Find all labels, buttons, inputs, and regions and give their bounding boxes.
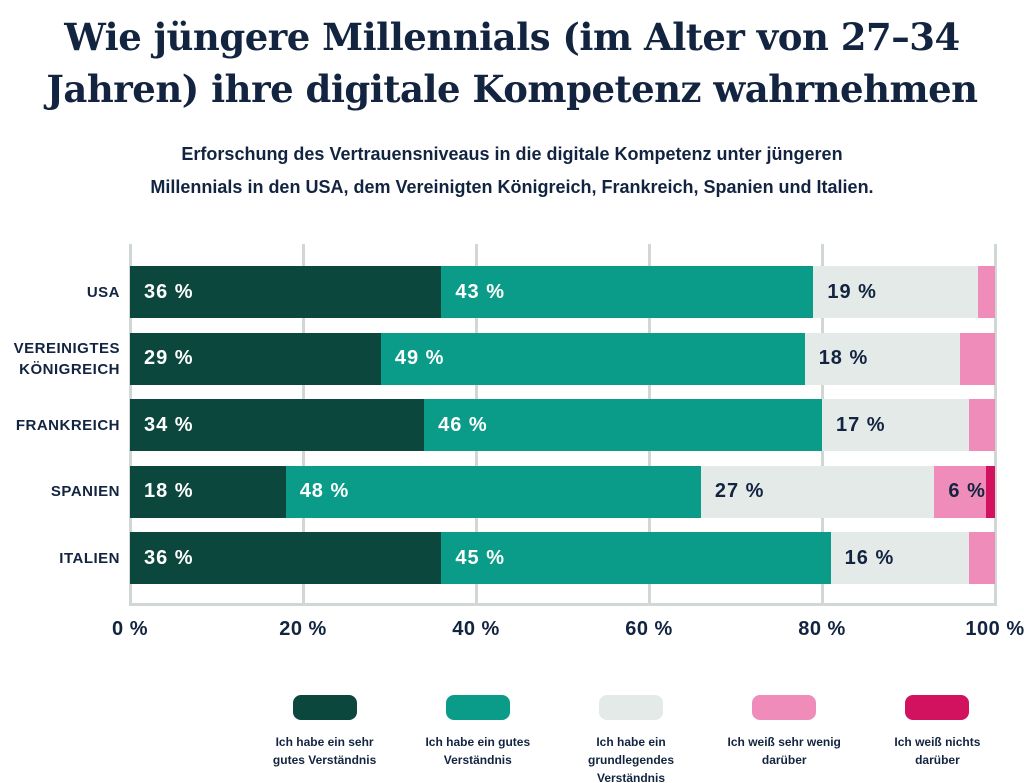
bar-segment: 34 % [130,399,425,451]
bar-segment: 18 % [804,332,961,385]
bar-segment: 18 % [130,465,286,518]
bar-value-label: 29 % [144,347,194,369]
bar-value-label: 27 % [714,480,765,502]
legend-item: Ich weiß sehr wenig darüber [708,695,861,783]
bar-segment [977,266,995,318]
bar-segment [969,399,995,451]
legend-swatch-icon [599,695,663,720]
bar-value-label: 18 % [818,347,869,369]
x-tick-label: 60 % [625,618,673,640]
gridline [993,244,997,605]
legend-item: Ich habe ein sehr gutes Verständnis [248,695,401,783]
legend-label: Ich habe ein sehr gutes Verständnis [272,735,377,767]
category-label: USA [86,283,120,301]
bar-value-label: 17 % [835,413,886,436]
legend-item: Ich habe ein grundlegendes Verständnis [554,695,707,783]
bar-row: 34 % 46 % 17 % [130,399,995,451]
bar-value-label: 45 % [455,546,505,569]
legend-swatch-icon [445,695,510,720]
x-tick-label: 0 % [112,618,148,640]
legend-swatch-icon [752,695,817,720]
legend-swatch-icon [905,695,970,720]
category-label: VEREINIGTES KÖNIGREICH [13,339,120,378]
legend-label: Ich weiß nichts darüber [894,735,981,767]
page-subtitle-line2: Millennials in den USA, dem Vereinigten … [150,177,874,198]
legend: Ich habe ein sehr gutes Verständnis Ich ha… [248,695,1014,783]
bar-value-label: 49 % [394,347,445,369]
bar-segment: 45 % [441,532,831,584]
y-axis-category-labels: USA VEREINIGTES KÖNIGREICH FRANKREICH SPANIE… [0,244,120,605]
bar-row: 36 % 45 % 16 % [130,532,995,584]
page-title: Wie jüngere Millennials (im Alter von 27… [0,12,1024,116]
bar-segment: 36 % [130,266,442,318]
bar-segment: 6 % [934,465,987,518]
bar-segment [960,332,995,385]
category-label: FRANKREICH [15,416,120,434]
bar-value-label: 36 % [144,280,194,303]
bar-row: 36 % 43 % 19 % [130,266,995,318]
x-tick-label: 40 % [452,618,500,640]
x-axis-baseline [129,603,997,606]
category-label: SPANIEN [50,483,120,500]
bar-segment: 48 % [285,465,701,518]
x-tick-label: 80 % [798,618,846,640]
page-subtitle: Erforschung des Vertrauensniveaus in die… [0,138,1024,205]
bar-value-label: 36 % [144,546,194,569]
bar-value-label: 16 % [844,546,895,569]
page-subtitle-line1: Erforschung des Vertrauensniveaus in die… [181,144,843,164]
legend-swatch-icon [292,695,357,720]
legend-item: Ich weiß nichts darüber [861,695,1014,783]
bar-segment: 17 % [821,399,970,451]
page-title-line2: Jahren) ihre digitale Kompetenz wahrnehm… [46,66,978,111]
legend-label: Ich habe ein gutes Verständnis [425,735,531,767]
bar-value-label: 46 % [438,413,488,436]
category-label: ITALIEN [59,549,120,567]
x-tick-label: 20 % [279,618,327,640]
bar-segment: 29 % [130,332,381,385]
bar-value-label: 18 % [144,480,194,502]
bar-segment: 46 % [424,399,822,451]
bar-value-label: 48 % [299,480,350,502]
legend-label: Ich habe ein grundlegendes Verständnis [588,735,675,783]
bar-segment: 49 % [380,332,805,385]
bar-value-label: 19 % [827,280,877,303]
plot-area: 36 % 43 % 19 % 29 % 49 % 18 % 34 % 46 % 17 % 18 %… [128,244,997,606]
bar-segment: 36 % [130,532,442,584]
bar-row: 29 % 49 % 18 % [130,332,995,385]
bar-segment [986,465,995,518]
bar-value-label: 34 % [144,413,194,436]
page-title-line1: Wie jüngere Millennials (im Alter von 27… [64,15,960,59]
legend-item: Ich habe ein gutes Verständnis [401,695,554,783]
legend-label: Ich weiß sehr wenig darüber [727,735,841,767]
bar-segment: 19 % [813,266,978,318]
bar-value-label: 6 % [948,480,986,502]
x-tick-label: 100 % [965,618,1024,640]
bar-segment [969,532,995,584]
bar-segment: 43 % [441,266,814,318]
bar-value-label: 43 % [455,280,505,303]
bar-segment: 16 % [830,532,970,584]
bar-row: 18 % 48 % 27 % 6 % [130,465,995,518]
bar-segment: 27 % [700,465,935,518]
